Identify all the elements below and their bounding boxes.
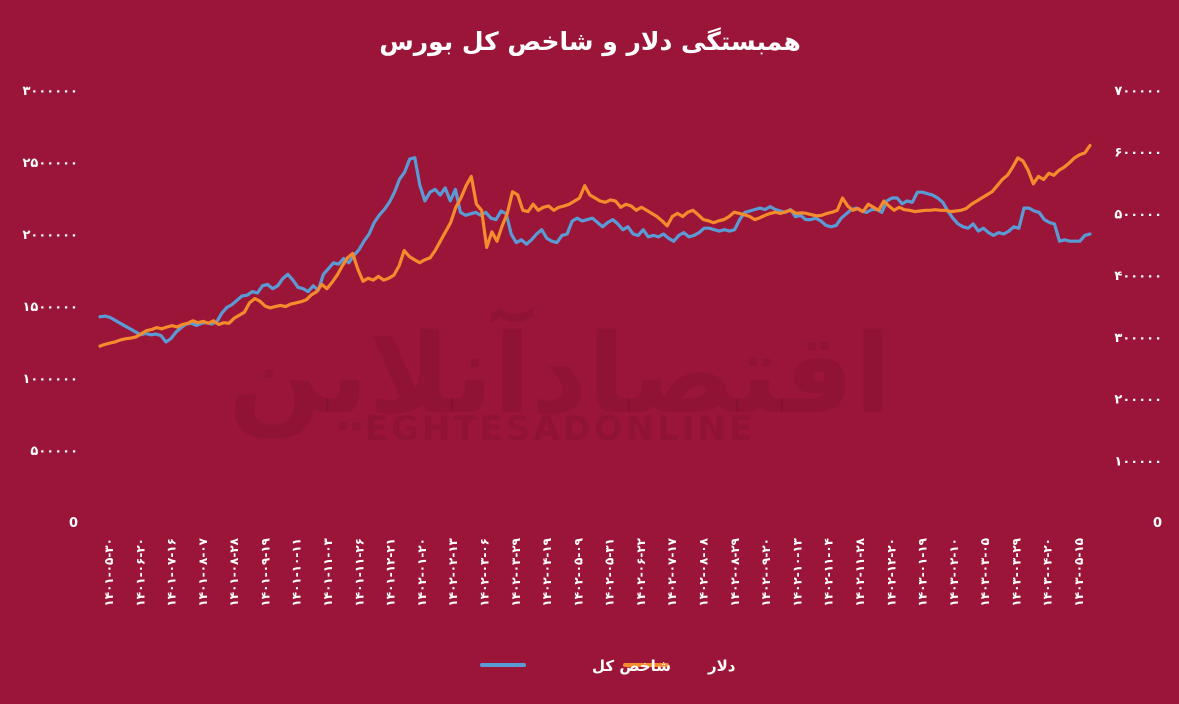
x-tick-label: ۱۴۰۲-۰۵-۳۱ <box>603 538 617 607</box>
x-tick-label: ۱۴۰۲-۰۵-۰۹ <box>571 537 585 606</box>
series-line-dollar <box>98 143 1092 348</box>
y-right-tick-label: ۶۰۰۰۰۰ <box>1114 146 1162 161</box>
x-tick-label: ۱۴۰۲-۰۲-۱۳ <box>446 537 460 606</box>
x-tick-label: ۱۴۰۳-۰۳-۰۵ <box>978 538 992 607</box>
x-tick-label: ۱۴۰۲-۰۱-۲۰ <box>415 538 429 607</box>
y-left-tick-label: ۱۰۰۰۰۰۰ <box>22 372 78 387</box>
legend-item-index-label: شاخص کل <box>592 657 671 675</box>
x-tick-label: ۱۴۰۲-۱۱-۲۸ <box>853 537 867 606</box>
y-axis-left: 0 ۵۰۰۰۰۰ ۱۰۰۰۰۰۰ ۱۵۰۰۰۰۰ ۲۰۰۰۰۰۰ ۲۵۰۰۰۰۰ ۳۰۰۰۰… <box>22 84 78 531</box>
x-tick-label: ۱۴۰۱-۱۱-۰۳ <box>321 537 335 606</box>
legend: دلار شاخص کل <box>480 657 736 675</box>
y-left-tick-label: 0 <box>69 516 78 531</box>
y-right-tick-label: ۷۰۰۰۰۰ <box>1114 84 1162 99</box>
x-tick-label: ۱۴۰۲-۱۰-۱۳ <box>790 537 804 606</box>
watermark: اقتصادآنلاین EGHTESADONLINE <box>228 306 892 449</box>
y-right-tick-label: 0 <box>1153 516 1162 531</box>
x-tick-label: ۱۴۰۱-۰۸-۰۷ <box>196 537 210 606</box>
x-tick-label: ۱۴۰۲-۰۸-۲۹ <box>728 537 742 606</box>
x-tick-label: ۱۴۰۳-۰۱-۱۹ <box>916 537 930 606</box>
x-tick-label: ۱۴۰۲-۱۱-۰۴ <box>822 538 836 607</box>
x-tick-label: ۱۴۰۱-۰۶-۲۰ <box>133 538 147 607</box>
x-tick-label: ۱۴۰۲-۰۳-۰۶ <box>477 538 491 607</box>
series-group <box>98 143 1092 348</box>
x-tick-label: ۱۴۰۱-۱۰-۱۱ <box>290 538 304 607</box>
x-tick-label: ۱۴۰۲-۰۳-۲۹ <box>509 537 523 606</box>
y-axis-right: 0 ۱۰۰۰۰۰ ۲۰۰۰۰۰ ۳۰۰۰۰۰ ۴۰۰۰۰۰ ۵۰۰۰۰۰ ۶۰۰۰۰۰ ۷۰۰… <box>1114 84 1162 531</box>
y-right-tick-label: ۱۰۰۰۰۰ <box>1114 454 1162 469</box>
x-tick-label: ۱۴۰۱-۰۸-۲۸ <box>227 537 241 606</box>
x-tick-label: ۱۴۰۱-۰۹-۱۹ <box>258 537 272 606</box>
y-left-tick-label: ۵۰۰۰۰۰ <box>30 444 78 459</box>
x-tick-label: ۱۴۰۳-۰۵-۱۵ <box>1072 538 1086 607</box>
x-tick-label: ۱۴۰۲-۰۴-۱۹ <box>540 537 554 606</box>
x-tick-label: ۱۴۰۱-۱۲-۲۱ <box>384 538 398 607</box>
chart-title: همبستگی دلار و شاخص کل بورس <box>379 27 801 57</box>
x-tick-label: ۱۴۰۳-۰۴-۲۰ <box>1041 538 1055 607</box>
y-left-tick-label: ۱۵۰۰۰۰۰ <box>22 300 78 315</box>
legend-item-dollar-label: دلار <box>707 657 736 675</box>
y-right-tick-label: ۳۰۰۰۰۰ <box>1114 331 1162 346</box>
x-tick-label: ۱۴۰۲-۰۷-۱۷ <box>665 537 679 606</box>
x-tick-label: ۱۴۰۱-۰۷-۱۶ <box>165 538 179 607</box>
x-tick-label: ۱۴۰۲-۰۸-۰۸ <box>697 537 711 606</box>
y-left-tick-label: ۲۰۰۰۰۰۰ <box>22 228 78 243</box>
watermark-logo-fa: اقتصادآنلاین <box>228 306 892 439</box>
y-right-tick-label: ۵۰۰۰۰۰ <box>1114 207 1162 222</box>
x-tick-label: ۱۴۰۳-۰۳-۲۹ <box>1009 537 1023 606</box>
series-line-index <box>98 156 1092 344</box>
x-axis: ۱۴۰۱-۰۵-۳۰ ۱۴۰۱-۰۶-۲۰ ۱۴۰۱-۰۷-۱۶ ۱۴۰۱-۰۸-۰۷… <box>102 537 1086 606</box>
x-tick-label: ۱۴۰۲-۱۲-۲۰ <box>884 538 898 607</box>
y-left-tick-label: ۳۰۰۰۰۰۰ <box>22 84 78 99</box>
x-tick-label: ۱۴۰۲-۰۶-۲۲ <box>634 537 648 606</box>
x-tick-label: ۱۴۰۱-۰۵-۳۰ <box>102 538 116 607</box>
y-right-tick-label: ۴۰۰۰۰۰ <box>1114 269 1162 284</box>
watermark-logo-en: EGHTESADONLINE <box>365 409 755 449</box>
x-tick-label: ۱۴۰۱-۱۱-۲۶ <box>352 538 366 607</box>
x-tick-label: ۱۴۰۲-۰۹-۲۰ <box>759 538 773 607</box>
y-right-tick-label: ۲۰۰۰۰۰ <box>1114 393 1162 408</box>
x-tick-label: ۱۴۰۳-۰۲-۱۰ <box>947 538 961 607</box>
y-left-tick-label: ۲۵۰۰۰۰۰ <box>22 156 78 171</box>
